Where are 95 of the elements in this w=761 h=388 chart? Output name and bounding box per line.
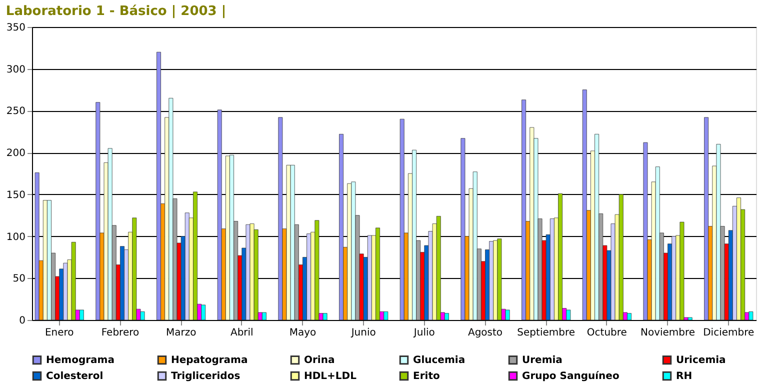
bar [262, 312, 266, 320]
bar [558, 193, 563, 320]
bar [748, 311, 754, 320]
x-tick-label: Septiembre [517, 328, 576, 338]
bar [688, 317, 692, 320]
y-tick-label: 150 [6, 190, 26, 201]
bar [704, 117, 709, 320]
bar [618, 194, 624, 320]
y-tick-label: 250 [6, 106, 26, 118]
bar [132, 218, 137, 320]
legend-label: Colesterol [46, 371, 104, 382]
bar [201, 304, 206, 320]
x-tick-label: Febrero [101, 328, 140, 338]
bar [79, 310, 84, 320]
bar [246, 224, 250, 320]
bar [63, 262, 68, 320]
bar [306, 234, 312, 320]
bar [184, 212, 190, 320]
bar [472, 172, 478, 320]
legend-label: HDL+LDL [304, 371, 358, 382]
bar [367, 235, 372, 320]
bar [47, 200, 52, 320]
bar [286, 164, 291, 320]
bar [522, 100, 526, 320]
bar [400, 118, 404, 320]
bar [96, 102, 100, 320]
bar [566, 310, 571, 320]
bar [34, 172, 40, 320]
x-tick-label: Julio [412, 328, 435, 338]
bar [716, 144, 721, 320]
bar [384, 311, 388, 320]
legend-label: Glucemia [413, 355, 466, 366]
bar [250, 224, 254, 320]
bar [347, 183, 352, 320]
bar [156, 52, 161, 320]
bar [505, 310, 510, 320]
bar [168, 98, 174, 320]
bar [460, 138, 466, 320]
bar [42, 200, 48, 320]
bar [412, 150, 417, 320]
legend-label: Trigliceridos [171, 371, 240, 382]
bar [550, 218, 554, 320]
x-tick-label: Agosto [468, 328, 503, 338]
y-tick-label: 100 [6, 232, 26, 243]
bar [655, 166, 660, 320]
bar [672, 236, 676, 320]
bar [217, 110, 222, 320]
bar [225, 156, 230, 320]
legend-label: Orina [304, 355, 335, 366]
bar [120, 246, 124, 320]
bar [493, 240, 498, 320]
legend-label: Grupo Sanguíneo [522, 371, 620, 382]
x-tick-label: Mayo [289, 328, 316, 338]
y-tick-label: 0 [19, 316, 26, 326]
bar [278, 117, 283, 320]
y-tick-label: 300 [6, 64, 26, 76]
x-tick-label: Diciembre [703, 328, 754, 338]
x-tick-label: Abril [230, 328, 254, 338]
legend-label: Uricemia [676, 355, 726, 366]
bar [322, 313, 328, 320]
bar [594, 134, 600, 320]
legend-label: RH [676, 371, 692, 382]
bar [108, 148, 112, 320]
bar [351, 182, 356, 320]
bar [140, 311, 145, 320]
chart-title: Laboratorio 1 - Básico | 2003 | [6, 4, 226, 19]
bar [376, 228, 380, 320]
bar [436, 216, 441, 320]
bar [643, 142, 648, 320]
bar [444, 313, 449, 320]
x-tick-label: Marzo [166, 328, 196, 338]
x-tick-label: Enero [44, 328, 74, 338]
bar [530, 127, 534, 320]
bar [497, 238, 502, 320]
x-tick-label: Junio [350, 328, 376, 338]
bar [627, 313, 632, 320]
y-tick-label: 200 [6, 148, 26, 160]
bar [339, 134, 344, 320]
bar [680, 222, 684, 320]
legend-label: Hemograma [46, 355, 114, 366]
y-tick-label: 350 [6, 22, 26, 34]
bar [71, 242, 76, 320]
x-tick-label: Octubre [586, 328, 627, 338]
x-tick-label: Noviembre [640, 328, 696, 338]
bar [489, 241, 494, 320]
bar [736, 198, 741, 320]
bar [193, 192, 198, 320]
bar [230, 154, 234, 320]
bar [314, 220, 320, 320]
y-tick-label: 50 [12, 274, 26, 285]
legend-label: Hepatograma [171, 355, 248, 366]
legend-label: Uremia [522, 355, 562, 366]
bar [582, 90, 587, 320]
legend-label: Erito [413, 371, 440, 382]
bar [290, 164, 295, 320]
